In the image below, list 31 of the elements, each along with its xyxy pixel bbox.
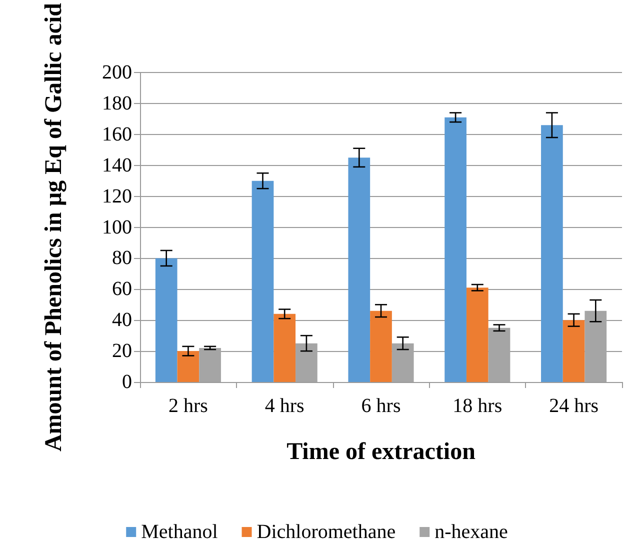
x-tick-label: 2 hrs — [168, 395, 208, 417]
y-tick-label: 20 — [112, 340, 132, 362]
legend-label: n-hexane — [434, 521, 508, 543]
legend-label: Methanol — [141, 521, 218, 543]
legend-label: Dichloromethane — [256, 521, 396, 543]
x-tick-label: 4 hrs — [264, 395, 305, 417]
bar — [370, 310, 392, 382]
y-tick-label: 120 — [102, 185, 132, 208]
bar — [274, 314, 296, 382]
x-tick-label: 18 hrs — [452, 395, 502, 417]
y-tick-label: 40 — [112, 309, 132, 332]
bar — [155, 258, 178, 382]
bar — [541, 125, 563, 382]
y-tick-label: 180 — [102, 92, 132, 114]
x-tick-label: 24 hrs — [549, 395, 599, 417]
y-tick-label: 100 — [102, 216, 132, 238]
y-axis-title: Amount of Phenolics in µg Eq of Gallic acid — [41, 2, 67, 452]
y-tick-label: 80 — [112, 247, 132, 270]
bar — [177, 351, 200, 382]
x-tick-label: 6 hrs — [361, 395, 401, 417]
y-tick-label: 160 — [102, 123, 132, 146]
bar — [466, 288, 488, 382]
bar — [562, 320, 585, 382]
bar — [252, 180, 274, 382]
y-tick-label: 0 — [122, 371, 132, 393]
bar — [444, 117, 466, 382]
bar — [348, 158, 370, 382]
y-tick-label: 140 — [102, 154, 132, 176]
y-tick-label: 200 — [102, 62, 132, 84]
x-axis-title: Time of extraction — [286, 439, 476, 465]
y-tick-label: 60 — [112, 278, 132, 300]
